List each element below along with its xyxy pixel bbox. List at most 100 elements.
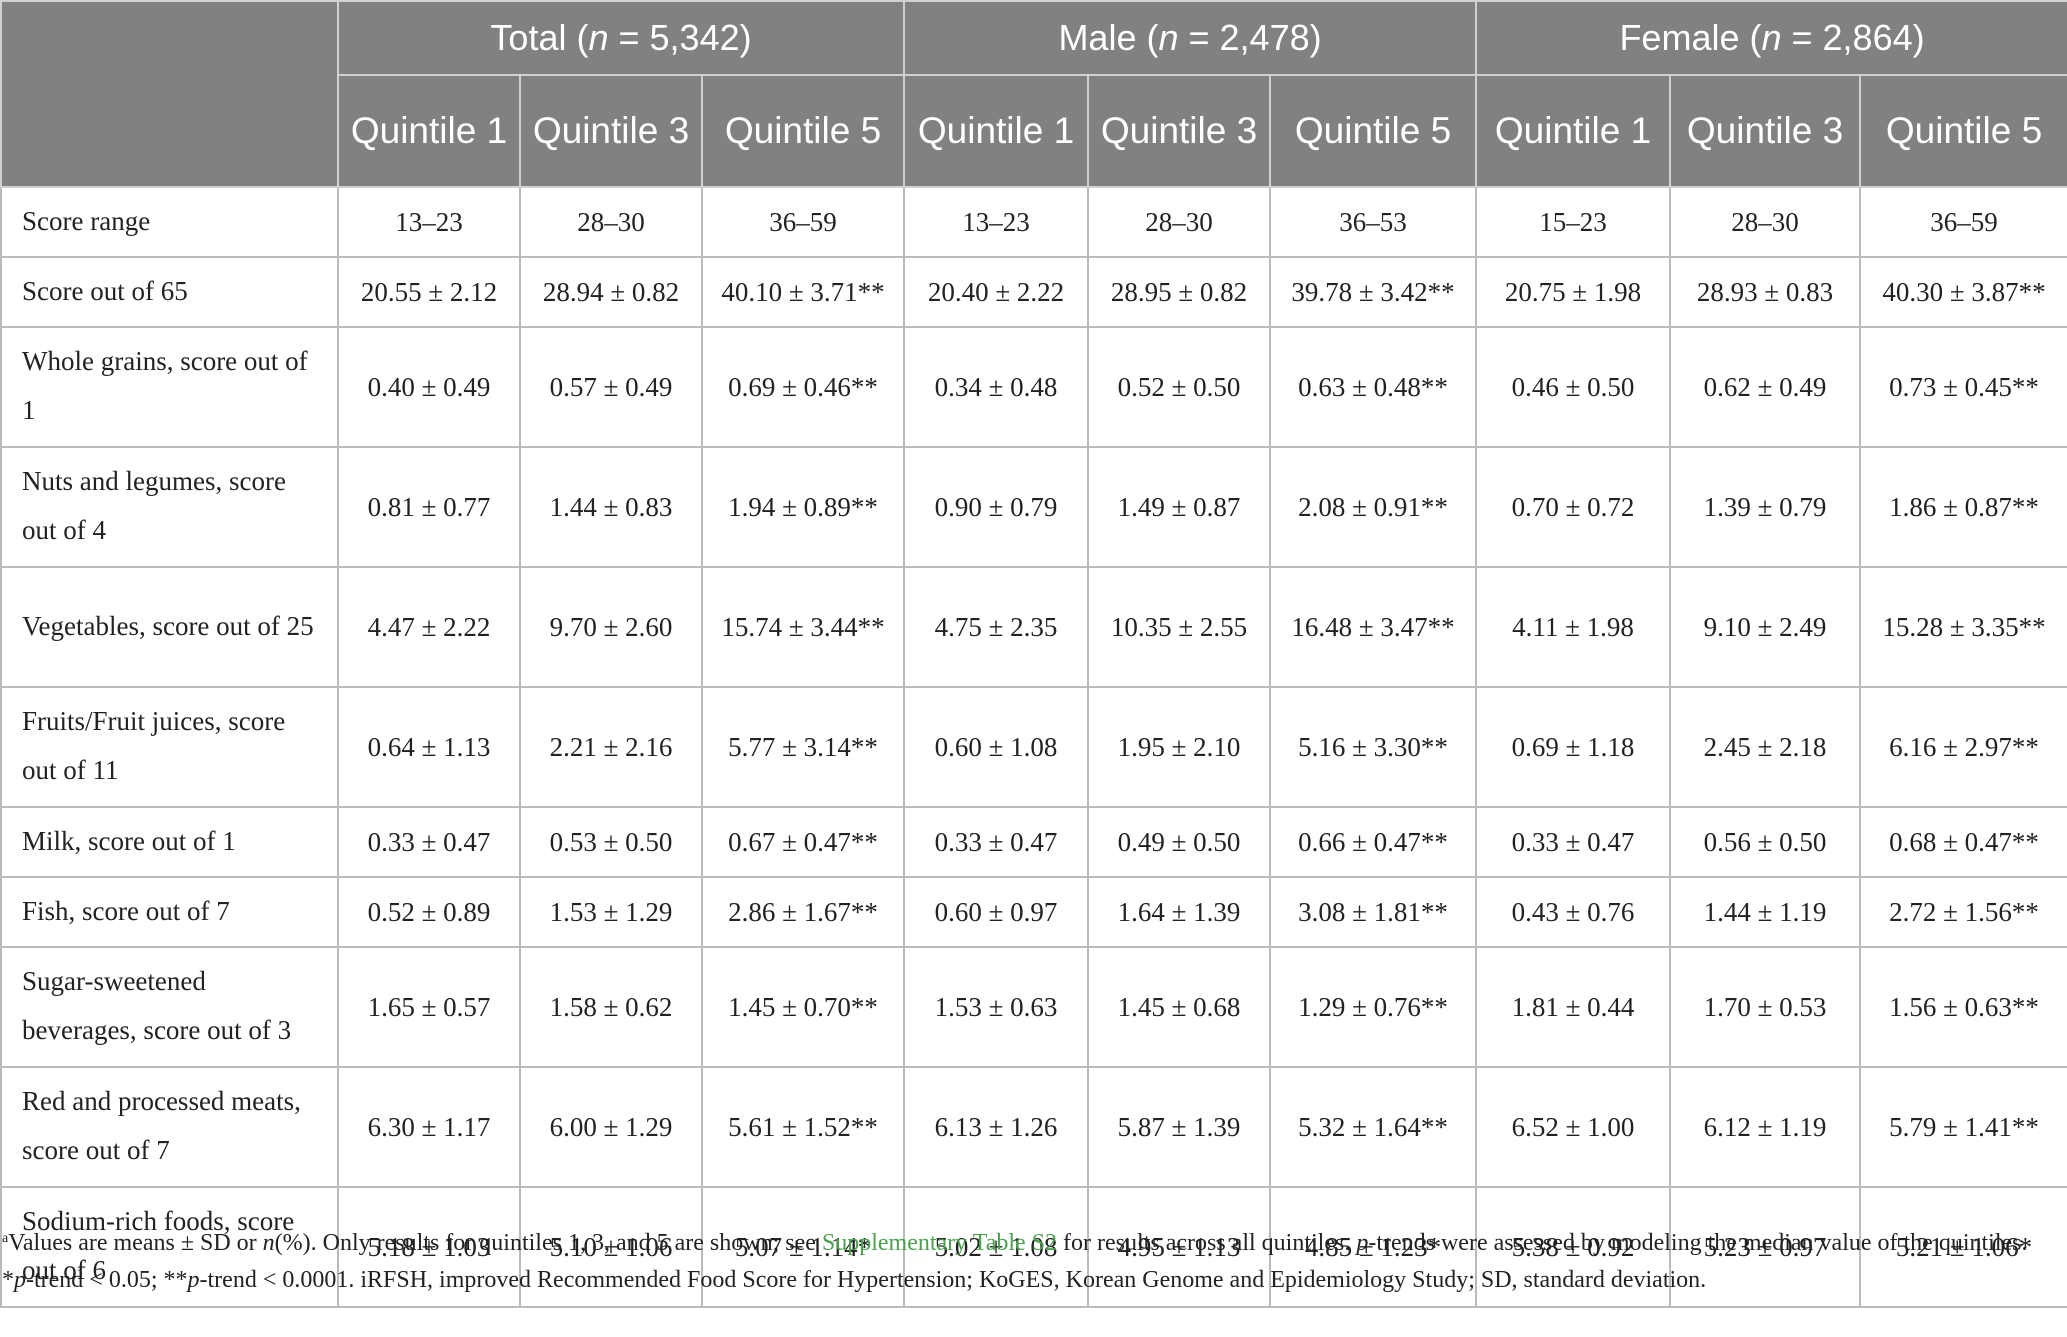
quintile-header: Quintile 1: [1475, 74, 1672, 188]
table-cell: 0.67 ± 0.47**: [700, 806, 906, 878]
table-cell: 1.44 ± 0.83: [519, 446, 703, 568]
quintile-header: Quintile 5: [700, 74, 906, 188]
group-header-row: Total (n = 5,342) Male (n = 2,478) Femal…: [0, 0, 2067, 188]
table-cell: 6.16 ± 2.97**: [1859, 686, 2067, 808]
table-cell: 0.60 ± 0.97: [903, 876, 1090, 948]
table-cell: 6.52 ± 1.00: [1475, 1066, 1672, 1188]
table-cell: 1.81 ± 0.44: [1475, 946, 1672, 1068]
table-cell: 5.77 ± 3.14**: [700, 686, 906, 808]
table-cell: 0.73 ± 0.45**: [1859, 326, 2067, 448]
table-cell: 0.49 ± 0.50: [1087, 806, 1272, 878]
table-cell: 0.33 ± 0.47: [337, 806, 521, 878]
row-label: Vegetables, score out of 25: [0, 566, 339, 688]
table-cell: 3.08 ± 1.81**: [1269, 876, 1478, 948]
table-cell: 40.10 ± 3.71**: [700, 256, 906, 328]
table-row: Sugar-sweetened beverages, score out of …: [0, 946, 2067, 1068]
table-cell: 28–30: [1669, 186, 1862, 258]
table-cell: 0.60 ± 1.08: [903, 686, 1090, 808]
table-cell: 6.13 ± 1.26: [903, 1066, 1090, 1188]
table-cell: 0.40 ± 0.49: [337, 326, 521, 448]
quintile-header-row: Quintile 1 Quintile 3 Quintile 5 Quintil…: [1, 74, 2067, 188]
table-cell: 0.64 ± 1.13: [337, 686, 521, 808]
quintile-header: Quintile 5: [1269, 74, 1478, 188]
table-cell: 1.45 ± 0.70**: [700, 946, 906, 1068]
table-cell: 1.29 ± 0.76**: [1269, 946, 1478, 1068]
table-cell: 15.28 ± 3.35**: [1859, 566, 2067, 688]
table-cell: 1.64 ± 1.39: [1087, 876, 1272, 948]
row-label: Score range: [0, 186, 339, 258]
table-row: Score out of 65 20.55 ± 2.12 28.94 ± 0.82 4…: [0, 256, 2067, 328]
table-row: Milk, score out of 1 0.33 ± 0.47 0.53 ± 0.…: [0, 806, 2067, 878]
table-cell: 1.95 ± 2.10: [1087, 686, 1272, 808]
table-cell: 1.53 ± 1.29: [519, 876, 703, 948]
row-label: Fish, score out of 7: [0, 876, 339, 948]
row-label: Milk, score out of 1: [0, 806, 339, 878]
table-cell: 1.70 ± 0.53: [1669, 946, 1862, 1068]
table-row: Fruits/Fruit juices, score out of 11 0.64…: [0, 686, 2067, 808]
table-cell: 28–30: [1087, 186, 1272, 258]
table-cell: 1.39 ± 0.79: [1669, 446, 1862, 568]
table-cell: 1.94 ± 0.89**: [700, 446, 906, 568]
table-cell: 6.12 ± 1.19: [1669, 1066, 1862, 1188]
table-cell: 2.86 ± 1.67**: [700, 876, 906, 948]
table-cell: 5.21 ± 1.06*: [1859, 1186, 2067, 1308]
table-cell: 0.52 ± 0.50: [1087, 326, 1272, 448]
group-header-female: Female (n = 2,864): [1475, 0, 2067, 76]
table-cell: 15–23: [1475, 186, 1672, 258]
table-cell: 2.72 ± 1.56**: [1859, 876, 2067, 948]
table-cell: 4.11 ± 1.98: [1475, 566, 1672, 688]
table-cell: 13–23: [903, 186, 1090, 258]
table-row: Score range 13–23 28–30 36–59 13–23 28–30 36–5…: [0, 186, 2067, 258]
table-cell: 1.44 ± 1.19: [1669, 876, 1862, 948]
table-row: Fish, score out of 7 0.52 ± 0.89 1.53 ± 1.…: [0, 876, 2067, 948]
table-cell: 5.07 ± 1.14*: [700, 1186, 906, 1308]
table-row: Sodium-rich foods, score out of 6 5.18 ± …: [0, 1186, 2067, 1308]
table-cell: 5.23 ± 0.97: [1669, 1186, 1862, 1308]
table-cell: 13–23: [337, 186, 521, 258]
table-cell: 4.85 ± 1.23*: [1269, 1186, 1478, 1308]
table-cell: 20.55 ± 2.12: [337, 256, 521, 328]
table-cell: 1.58 ± 0.62: [519, 946, 703, 1068]
group-header-total: Total (n = 5,342): [336, 0, 906, 76]
table-cell: 9.10 ± 2.49: [1669, 566, 1862, 688]
row-label: Sugar-sweetened beverages, score out of …: [0, 946, 339, 1068]
table-cell: 0.63 ± 0.48**: [1269, 326, 1478, 448]
quintile-header: Quintile 1: [337, 74, 521, 188]
table-cell: 36–59: [700, 186, 906, 258]
table-cell: 0.46 ± 0.50: [1475, 326, 1672, 448]
table-cell: 1.49 ± 0.87: [1087, 446, 1272, 568]
table-cell: 28–30: [519, 186, 703, 258]
table-cell: 0.69 ± 1.18: [1475, 686, 1672, 808]
table-cell: 0.52 ± 0.89: [337, 876, 521, 948]
table-cell: 0.43 ± 0.76: [1475, 876, 1672, 948]
table-cell: 5.10 ± 1.06: [519, 1186, 703, 1308]
table-footnote: aValues are means ± SD or n(%). Only res…: [2, 1230, 2028, 1293]
table-cell: 0.66 ± 0.47**: [1269, 806, 1478, 878]
table-cell: 5.02 ± 1.08: [903, 1186, 1090, 1308]
table-cell: 1.56 ± 0.63**: [1859, 946, 2067, 1068]
table-cell: 0.53 ± 0.50: [519, 806, 703, 878]
table-cell: 4.47 ± 2.22: [337, 566, 521, 688]
table-cell: 5.87 ± 1.39: [1087, 1066, 1272, 1188]
table-cell: 0.70 ± 0.72: [1475, 446, 1672, 568]
table-cell: 5.32 ± 1.64**: [1269, 1066, 1478, 1188]
table-cell: 20.40 ± 2.22: [903, 256, 1090, 328]
table-row: Vegetables, score out of 25 4.47 ± 2.22 9.…: [0, 566, 2067, 688]
table-cell: 16.48 ± 3.47**: [1269, 566, 1478, 688]
table-cell: 1.86 ± 0.87**: [1859, 446, 2067, 568]
table-row: Whole grains, score out of 1 0.40 ± 0.49 0…: [0, 326, 2067, 448]
table-cell: 36–53: [1269, 186, 1478, 258]
supplementary-table-link[interactable]: Supplementary Table S2: [821, 1230, 1058, 1256]
table-cell: 28.93 ± 0.83: [1669, 256, 1862, 328]
table-row: Nuts and legumes, score out of 4 0.81 ± 0…: [0, 446, 2067, 568]
table-cell: 36–59: [1859, 186, 2067, 258]
table-cell: 1.53 ± 0.63: [903, 946, 1090, 1068]
table-cell: 2.45 ± 2.18: [1669, 686, 1862, 808]
table-cell: 2.21 ± 2.16: [519, 686, 703, 808]
results-table: Total (n = 5,342) Male (n = 2,478) Femal…: [0, 0, 2067, 1308]
row-label: Fruits/Fruit juices, score out of 11: [0, 686, 339, 808]
quintile-header: Quintile 3: [519, 74, 703, 188]
table-cell: 0.69 ± 0.46**: [700, 326, 906, 448]
table-cell: 0.68 ± 0.47**: [1859, 806, 2067, 878]
table-cell: 0.81 ± 0.77: [337, 446, 521, 568]
